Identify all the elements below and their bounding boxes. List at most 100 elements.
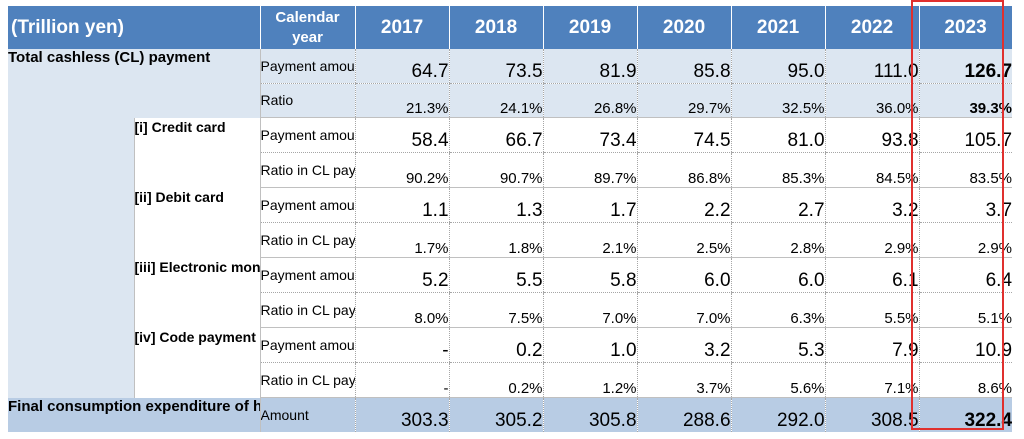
electronic-money-amount-2023: 6.4 xyxy=(918,257,1013,293)
credit-card-ratio-2022: 84.5% xyxy=(824,152,920,188)
credit-card-amount-label: Payment amount xyxy=(259,117,356,153)
total-ratio-2018: 24.1% xyxy=(448,83,544,118)
credit-card-amount-2023: 105.7 xyxy=(918,117,1013,153)
debit-card-ratio-2018: 1.8% xyxy=(448,222,544,258)
code-payment-ratio-2019: 1.2% xyxy=(542,362,638,398)
total-cashless-label: Total cashless (CL) payment xyxy=(8,49,261,84)
total-ratio-sublabel-spacer xyxy=(134,83,261,118)
debit-card-ratio-label: Ratio in CL payment xyxy=(259,222,356,258)
year-header-2017: 2017 xyxy=(355,6,450,49)
cashless-payment-table: (Trillion yen) Calendar year 2017 2018 2… xyxy=(8,6,1013,432)
total-ratio-2021: 32.5% xyxy=(730,83,826,118)
total-ratio-2019: 26.8% xyxy=(542,83,638,118)
credit-card-ratio-label: Ratio in CL payment xyxy=(259,152,356,188)
total-amount-2021: 95.0 xyxy=(730,49,826,84)
code-payment-amount-2017: - xyxy=(354,327,450,363)
total-ratio-2020: 29.7% xyxy=(636,83,732,118)
year-header-2018: 2018 xyxy=(449,6,544,49)
code-payment-ratio-2022: 7.1% xyxy=(824,362,920,398)
debit-card-ratio-2023: 2.9% xyxy=(918,222,1013,258)
credit-card-amount-2019: 73.4 xyxy=(542,117,638,153)
total-amount-2023: 126.7 xyxy=(918,49,1013,84)
code-payment-amount-2023: 10.9 xyxy=(918,327,1013,363)
electronic-money-ratio-2021: 6.3% xyxy=(730,292,826,328)
credit-card-amount-2021: 81.0 xyxy=(730,117,826,153)
debit-card-amount-2023: 3.7 xyxy=(918,187,1013,223)
year-header-2021: 2021 xyxy=(731,6,826,49)
final-amount-2017: 303.3 xyxy=(354,397,450,432)
final-amount-2020: 288.6 xyxy=(636,397,732,432)
total-label-spacer xyxy=(8,83,134,398)
electronic-money-amount-label: Payment amount xyxy=(259,257,356,293)
credit-card-amount-2022: 93.8 xyxy=(824,117,920,153)
final-amount-2019: 305.8 xyxy=(542,397,638,432)
total-amount-2018: 73.5 xyxy=(448,49,544,84)
electronic-money-ratio-2018: 7.5% xyxy=(448,292,544,328)
year-header-2022: 2022 xyxy=(825,6,920,49)
code-payment-amount-2018: 0.2 xyxy=(448,327,544,363)
debit-card-ratio-2019: 2.1% xyxy=(542,222,638,258)
credit-card-ratio-2019: 89.7% xyxy=(542,152,638,188)
code-payment-amount-2020: 3.2 xyxy=(636,327,732,363)
debit-card-amount-2018: 1.3 xyxy=(448,187,544,223)
code-payment-amount-2019: 1.0 xyxy=(542,327,638,363)
credit-card-label: [i] Credit card xyxy=(133,117,261,188)
code-payment-ratio-2018: 0.2% xyxy=(448,362,544,398)
electronic-money-amount-2018: 5.5 xyxy=(448,257,544,293)
debit-card-ratio-2020: 2.5% xyxy=(636,222,732,258)
debit-card-amount-2019: 1.7 xyxy=(542,187,638,223)
electronic-money-ratio-label: Ratio in CL payment xyxy=(259,292,356,328)
code-payment-ratio-2021: 5.6% xyxy=(730,362,826,398)
debit-card-amount-2022: 3.2 xyxy=(824,187,920,223)
credit-card-amount-2017: 58.4 xyxy=(354,117,450,153)
credit-card-amount-2020: 74.5 xyxy=(636,117,732,153)
code-payment-ratio-2017: - xyxy=(354,362,450,398)
debit-card-ratio-2017: 1.7% xyxy=(354,222,450,258)
electronic-money-amount-2021: 6.0 xyxy=(730,257,826,293)
total-amount-2017: 64.7 xyxy=(354,49,450,84)
credit-card-ratio-2018: 90.7% xyxy=(448,152,544,188)
code-payment-amount-2021: 5.3 xyxy=(730,327,826,363)
code-payment-ratio-row: Ratio in CL payment-0.2%1.2%3.7%5.6%7.1%… xyxy=(8,362,1013,398)
debit-card-ratio-row: Ratio in CL payment1.7%1.8%2.1%2.5%2.8%2… xyxy=(8,222,1013,258)
code-payment-ratio-2023: 8.6% xyxy=(918,362,1013,398)
final-amount-2023: 322.4 xyxy=(918,397,1013,432)
calendar-year-label: Calendar year xyxy=(260,6,356,49)
electronic-money-ratio-2022: 5.5% xyxy=(824,292,920,328)
header-row: (Trillion yen) Calendar year 2017 2018 2… xyxy=(8,6,1013,49)
code-payment-amount-2022: 7.9 xyxy=(824,327,920,363)
total-amount-2022: 111.0 xyxy=(824,49,920,84)
electronic-money-ratio-row: Ratio in CL payment8.0%7.5%7.0%7.0%6.3%5… xyxy=(8,292,1013,328)
total-amount-2019: 81.9 xyxy=(542,49,638,84)
total-ratio-label: Ratio xyxy=(259,83,356,118)
code-payment-ratio-label: Ratio in CL payment xyxy=(259,362,356,398)
code-payment-label: [iv] Code payment xyxy=(133,327,261,398)
total-ratio-2017: 21.3% xyxy=(354,83,450,118)
total-amount-2020: 85.8 xyxy=(636,49,732,84)
debit-card-amount-2021: 2.7 xyxy=(730,187,826,223)
year-header-2023: 2023 xyxy=(919,6,1013,49)
final-amount-2018: 305.2 xyxy=(448,397,544,432)
electronic-money-amount-2019: 5.8 xyxy=(542,257,638,293)
year-header-2019: 2019 xyxy=(543,6,638,49)
code-payment-amount-label: Payment amount xyxy=(259,327,356,363)
electronic-money-amount-2022: 6.1 xyxy=(824,257,920,293)
total-ratio-2023: 39.3% xyxy=(918,83,1013,118)
final-consumption-row: Final consumption expenditure of househo… xyxy=(8,397,1013,432)
credit-card-ratio-row: Ratio in CL payment90.2%90.7%89.7%86.8%8… xyxy=(8,152,1013,188)
total-amount-label: Payment amount xyxy=(259,49,356,84)
electronic-money-amount-2020: 6.0 xyxy=(636,257,732,293)
final-amount-2021: 292.0 xyxy=(730,397,826,432)
cashless-payment-table-container: (Trillion yen) Calendar year 2017 2018 2… xyxy=(8,6,1013,432)
code-payment-ratio-2020: 3.7% xyxy=(636,362,732,398)
electronic-money-ratio-2017: 8.0% xyxy=(354,292,450,328)
debit-card-label: [ii] Debit card xyxy=(133,187,261,258)
credit-card-amount-2018: 66.7 xyxy=(448,117,544,153)
electronic-money-amount-row: [iii] Electronic moneyPayment amount5.25… xyxy=(8,257,1013,328)
electronic-money-label: [iii] Electronic money xyxy=(133,257,261,328)
final-amount-label: Amount xyxy=(259,397,356,432)
credit-card-ratio-2023: 83.5% xyxy=(918,152,1013,188)
